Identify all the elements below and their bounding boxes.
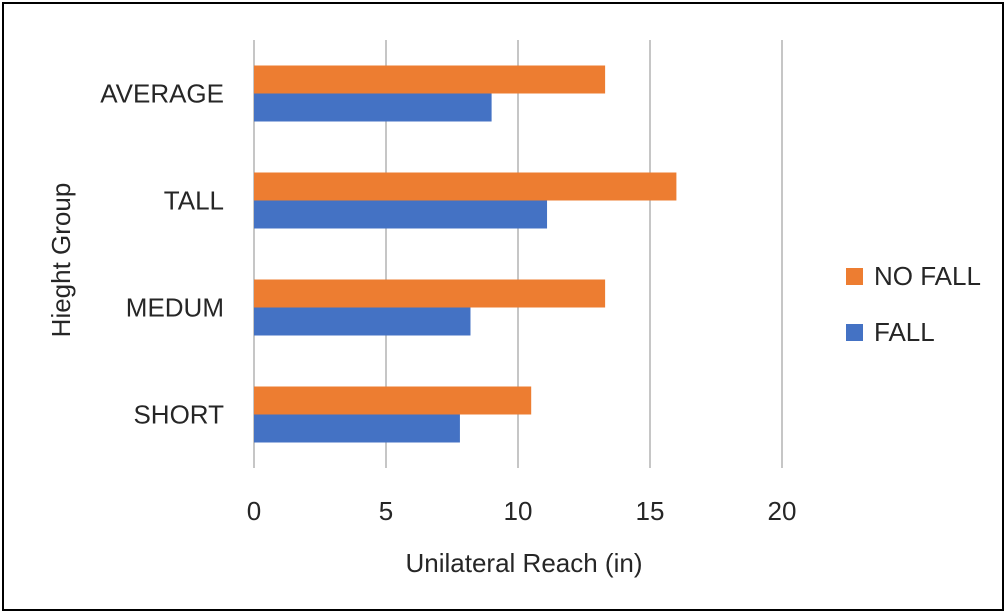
bar-no-fall-average bbox=[254, 65, 606, 94]
bar-no-fall-short bbox=[254, 386, 532, 415]
bar-no-fall-tall bbox=[254, 172, 677, 201]
bar-chart: SHORT MEDUM TALL AVERAGE 0 5 10 15 20 Unilatera… bbox=[46, 40, 981, 578]
x-axis-title: Unilateral Reach (in) bbox=[406, 548, 643, 578]
y-axis-tick-labels: SHORT MEDUM TALL AVERAGE bbox=[100, 79, 224, 430]
legend: NO FALL FALL bbox=[846, 261, 981, 347]
x-axis-tick-labels: 0 5 10 15 20 bbox=[247, 496, 797, 526]
legend-label: NO FALL bbox=[874, 261, 981, 291]
bar-fall-tall bbox=[254, 200, 548, 229]
x-tick-label: 20 bbox=[768, 496, 797, 526]
x-tick-label: 10 bbox=[504, 496, 533, 526]
bar-fall-average bbox=[254, 93, 492, 122]
y-axis-title: Hieght Group bbox=[46, 183, 76, 338]
x-tick-label: 5 bbox=[379, 496, 393, 526]
bars bbox=[254, 65, 677, 443]
x-tick-label: 0 bbox=[247, 496, 261, 526]
y-tick-label: SHORT bbox=[133, 400, 224, 430]
bar-fall-medum bbox=[254, 307, 471, 336]
x-tick-label: 15 bbox=[636, 496, 665, 526]
legend-label: FALL bbox=[874, 317, 935, 347]
y-tick-label: TALL bbox=[164, 186, 224, 216]
legend-swatch-fall bbox=[846, 324, 863, 341]
bar-fall-short bbox=[254, 414, 460, 443]
legend-swatch-no-fall bbox=[846, 268, 863, 285]
bar-no-fall-medum bbox=[254, 279, 606, 308]
y-tick-label: MEDUM bbox=[126, 293, 224, 323]
y-tick-label: AVERAGE bbox=[100, 79, 224, 109]
